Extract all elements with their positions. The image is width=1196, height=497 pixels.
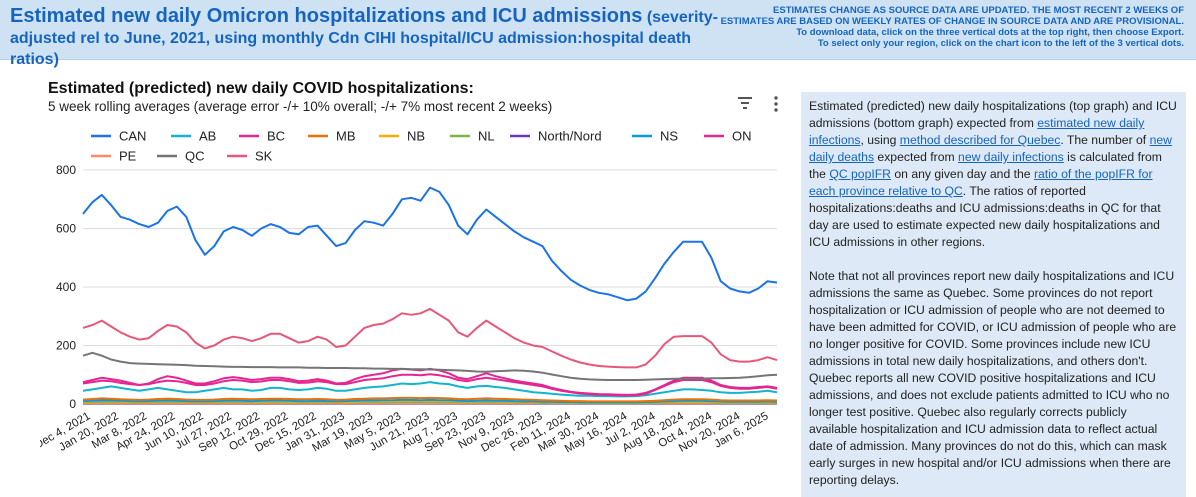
info-text: is calculated from the (809, 150, 1162, 181)
series-line-qc (82, 351, 778, 381)
info-text: Estimated (predicted) new daily hospital… (809, 99, 1177, 130)
legend-label[interactable]: QC (185, 149, 205, 164)
legend-label[interactable]: MB (336, 129, 356, 144)
info-link[interactable]: new daily deaths (809, 133, 1172, 164)
page-title-main: Estimated new daily Omicron hospitalizat… (10, 5, 643, 27)
info-text: . The number of (1060, 133, 1150, 147)
series-line-ns (82, 398, 778, 404)
more-vert-icon[interactable] (773, 96, 779, 112)
info-text: . The ratios of reported hospitalization… (809, 184, 1161, 249)
info-link[interactable]: method described for Quebec (899, 133, 1061, 147)
legend-label[interactable]: BC (267, 129, 285, 144)
chart-panel: Estimated (predicted) new daily COVID ho… (40, 70, 792, 497)
legend-label[interactable]: ON (732, 129, 752, 144)
legend-label[interactable]: PE (119, 149, 137, 164)
info-link[interactable]: QC popIFR (829, 167, 891, 181)
legend-label[interactable]: North/Nord (538, 129, 602, 144)
header-notes: ESTIMATES CHANGE AS SOURCE DATA ARE UPDA… (714, 5, 1184, 49)
series-line-mb (82, 396, 778, 403)
series-line-sk (82, 307, 778, 369)
y-tick-label: 400 (56, 280, 76, 294)
info-text: expected from (874, 150, 959, 164)
filter-icon[interactable] (737, 96, 753, 110)
legend-label[interactable]: NS (660, 129, 678, 144)
page-title: Estimated new daily Omicron hospitalizat… (10, 6, 730, 70)
y-tick-label: 200 (56, 339, 76, 353)
legend-label[interactable]: CAN (119, 129, 146, 144)
info-text: on any given day and the (890, 167, 1034, 181)
header-banner: Estimated new daily Omicron hospitalizat… (0, 0, 1196, 68)
info-text: , using (860, 133, 900, 147)
legend-label[interactable]: SK (255, 149, 273, 164)
info-panel: Estimated (predicted) new daily hospital… (801, 92, 1186, 497)
page-title-sub: (severity-adjusted rel to June, 2021, us… (10, 9, 718, 68)
info-paragraph-methods: Estimated (predicted) new daily hospital… (809, 98, 1178, 251)
series-line-can (82, 186, 778, 302)
info-link[interactable]: new daily infections (958, 150, 1064, 164)
header-note: To download data, click on the three ver… (796, 27, 1184, 38)
legend-label[interactable]: AB (199, 129, 216, 144)
y-tick-label: 800 (56, 163, 76, 177)
legend-label[interactable]: NB (407, 129, 425, 144)
chart-title: Estimated (predicted) new daily COVID ho… (48, 80, 474, 97)
legend-label[interactable]: NL (478, 129, 495, 144)
y-tick-label: 0 (69, 397, 76, 411)
info-link[interactable]: ratio of the popIFR for each province re… (809, 167, 1153, 198)
series-line-ab (82, 381, 778, 398)
y-tick-label: 600 (56, 222, 76, 236)
chart-subtitle: 5 week rolling averages (average error -… (48, 99, 553, 114)
info-paragraph-notes: Note that not all provinces report new d… (809, 269, 1177, 487)
header-note: ESTIMATES CHANGE AS SOURCE DATA ARE UPDA… (773, 5, 1184, 16)
info-link[interactable]: estimated new daily infections (809, 116, 1145, 147)
header-note: ESTIMATES ARE BASED ON WEEKLY RATES OF C… (720, 16, 1184, 27)
header-note: To select only your region, click on the… (817, 38, 1184, 49)
